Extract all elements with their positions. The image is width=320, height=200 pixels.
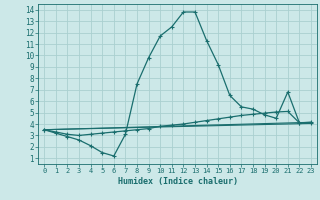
X-axis label: Humidex (Indice chaleur): Humidex (Indice chaleur) <box>118 177 238 186</box>
